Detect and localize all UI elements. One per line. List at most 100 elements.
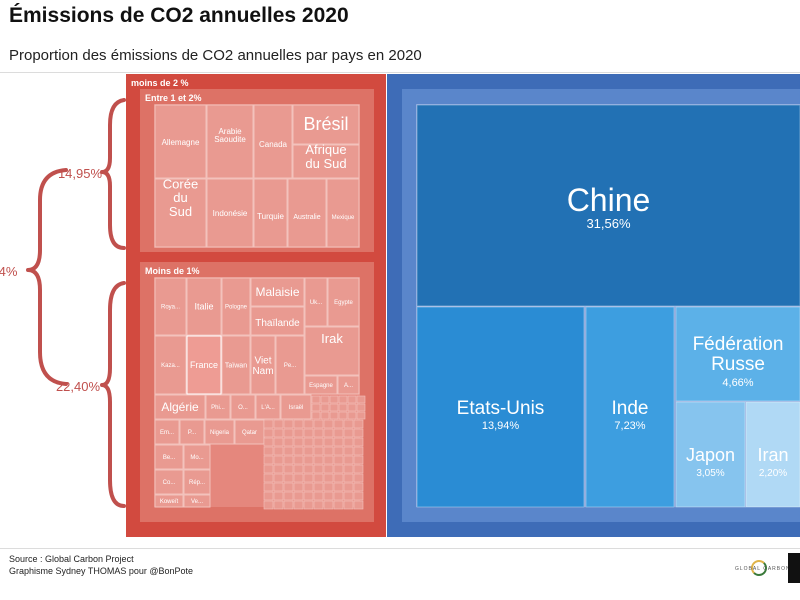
country-name-label: Espagne	[309, 383, 333, 389]
country-rect	[154, 335, 187, 395]
tiny-country-rect	[353, 455, 364, 465]
tiny-country-rect	[343, 491, 354, 501]
tiny-country-rect	[303, 428, 314, 438]
tiny-country-rect	[273, 473, 284, 483]
country-name-label: Australie	[293, 214, 320, 221]
brace-label-between: 14,95%	[58, 166, 103, 181]
country-name-label: Em...	[160, 430, 174, 436]
country-name-label: Mo...	[190, 455, 204, 461]
tiny-country-rect	[343, 473, 354, 483]
country-name-label: Canada	[259, 140, 288, 149]
tiny-country-rect	[293, 500, 304, 510]
tiny-country-rect	[283, 500, 294, 510]
tiny-country-rect	[293, 437, 304, 447]
tiny-country-rect	[323, 428, 334, 438]
tiny-country-rect	[313, 446, 324, 456]
tiny-country-rect	[323, 455, 334, 465]
tiny-country-rect	[303, 500, 314, 510]
country-name-label: Arabie Saoudite	[214, 127, 246, 144]
tiny-country-rect	[333, 473, 344, 483]
country-name-label: Etats-Unis	[457, 398, 545, 419]
country-name-label: Italie	[194, 302, 213, 312]
tiny-country-rect	[293, 455, 304, 465]
tiny-country-rect	[333, 455, 344, 465]
country-name-label: Chine	[567, 182, 651, 218]
country-rect	[585, 306, 675, 508]
tiny-country-rect	[333, 446, 344, 456]
brace-under1	[100, 281, 126, 508]
country-rect	[221, 335, 251, 395]
country-rect	[154, 277, 187, 336]
tiny-country-rect	[333, 428, 344, 438]
country-rect	[204, 419, 235, 445]
tiny-country-rect	[273, 482, 284, 492]
tiny-country-rect	[273, 437, 284, 447]
country-rect	[416, 306, 585, 508]
tiny-country-rect	[293, 419, 304, 429]
country-rect	[154, 104, 207, 179]
publisher-logo	[788, 553, 800, 583]
country-name-label: Pe...	[284, 363, 297, 369]
country-rect	[304, 326, 360, 376]
tiny-country-rect	[343, 428, 354, 438]
country-name-label: Qatar	[242, 430, 257, 436]
brace-between	[100, 98, 126, 250]
country-rect	[179, 419, 205, 445]
tiny-country-rect	[347, 395, 357, 404]
country-rect	[186, 277, 222, 336]
country-rect	[287, 178, 327, 248]
tiny-country-rect	[353, 491, 364, 501]
country-rect	[253, 178, 288, 248]
country-name-label: Brésil	[303, 114, 348, 134]
country-rect	[221, 277, 251, 336]
tiny-country-rect	[303, 464, 314, 474]
country-name-label: Nigeria	[210, 430, 230, 436]
country-rect	[154, 444, 184, 470]
country-rect	[304, 375, 338, 395]
tiny-country-rect	[333, 419, 344, 429]
country-name-label: Taïwan	[225, 362, 247, 369]
tiny-country-rect	[356, 403, 366, 412]
tiny-country-rect	[338, 395, 348, 404]
tiny-country-rect	[293, 482, 304, 492]
group-label: Entre 1 et 2%	[145, 93, 202, 103]
country-name-label: Allemagne	[162, 138, 200, 147]
tiny-country-rect	[313, 455, 324, 465]
country-value-label: 7,23%	[614, 420, 645, 432]
tiny-country-rect	[273, 491, 284, 501]
country-rect	[183, 494, 211, 508]
country-name-label: Egypte	[334, 300, 353, 306]
tiny-country-rect	[353, 473, 364, 483]
country-value-label: 31,56%	[586, 216, 631, 231]
tiny-country-rect	[311, 395, 321, 404]
divider	[0, 72, 800, 73]
country-name-label: Koweït	[160, 499, 179, 505]
page-subtitle: Proportion des émissions de CO2 annuelle…	[9, 47, 422, 64]
country-rect	[292, 104, 360, 145]
brace-label-under1: 22,40%	[56, 379, 101, 394]
tiny-country-rect	[347, 403, 357, 412]
tiny-country-rect	[311, 403, 321, 412]
tiny-country-rect	[329, 411, 339, 420]
tiny-country-rect	[353, 437, 364, 447]
tiny-country-rect	[343, 482, 354, 492]
tiny-country-rect	[323, 491, 334, 501]
country-rect	[154, 494, 184, 508]
tiny-country-rect	[353, 482, 364, 492]
country-value-label: 4,66%	[722, 377, 753, 389]
country-rect	[326, 178, 360, 248]
country-name-label: Ve...	[191, 499, 203, 505]
country-name-label: L'A...	[261, 405, 275, 411]
tiny-country-rect	[353, 464, 364, 474]
tiny-country-rect	[320, 411, 330, 420]
tiny-country-rect	[263, 437, 274, 447]
tiny-country-rect	[303, 491, 314, 501]
country-name-label: Afrique du Sud	[305, 142, 346, 171]
country-rect	[675, 306, 800, 402]
tiny-country-rect	[320, 395, 330, 404]
country-name-label: Be...	[163, 455, 176, 461]
country-name-label: A...	[344, 383, 353, 389]
tiny-country-rect	[263, 455, 274, 465]
tiny-country-rect	[273, 455, 284, 465]
